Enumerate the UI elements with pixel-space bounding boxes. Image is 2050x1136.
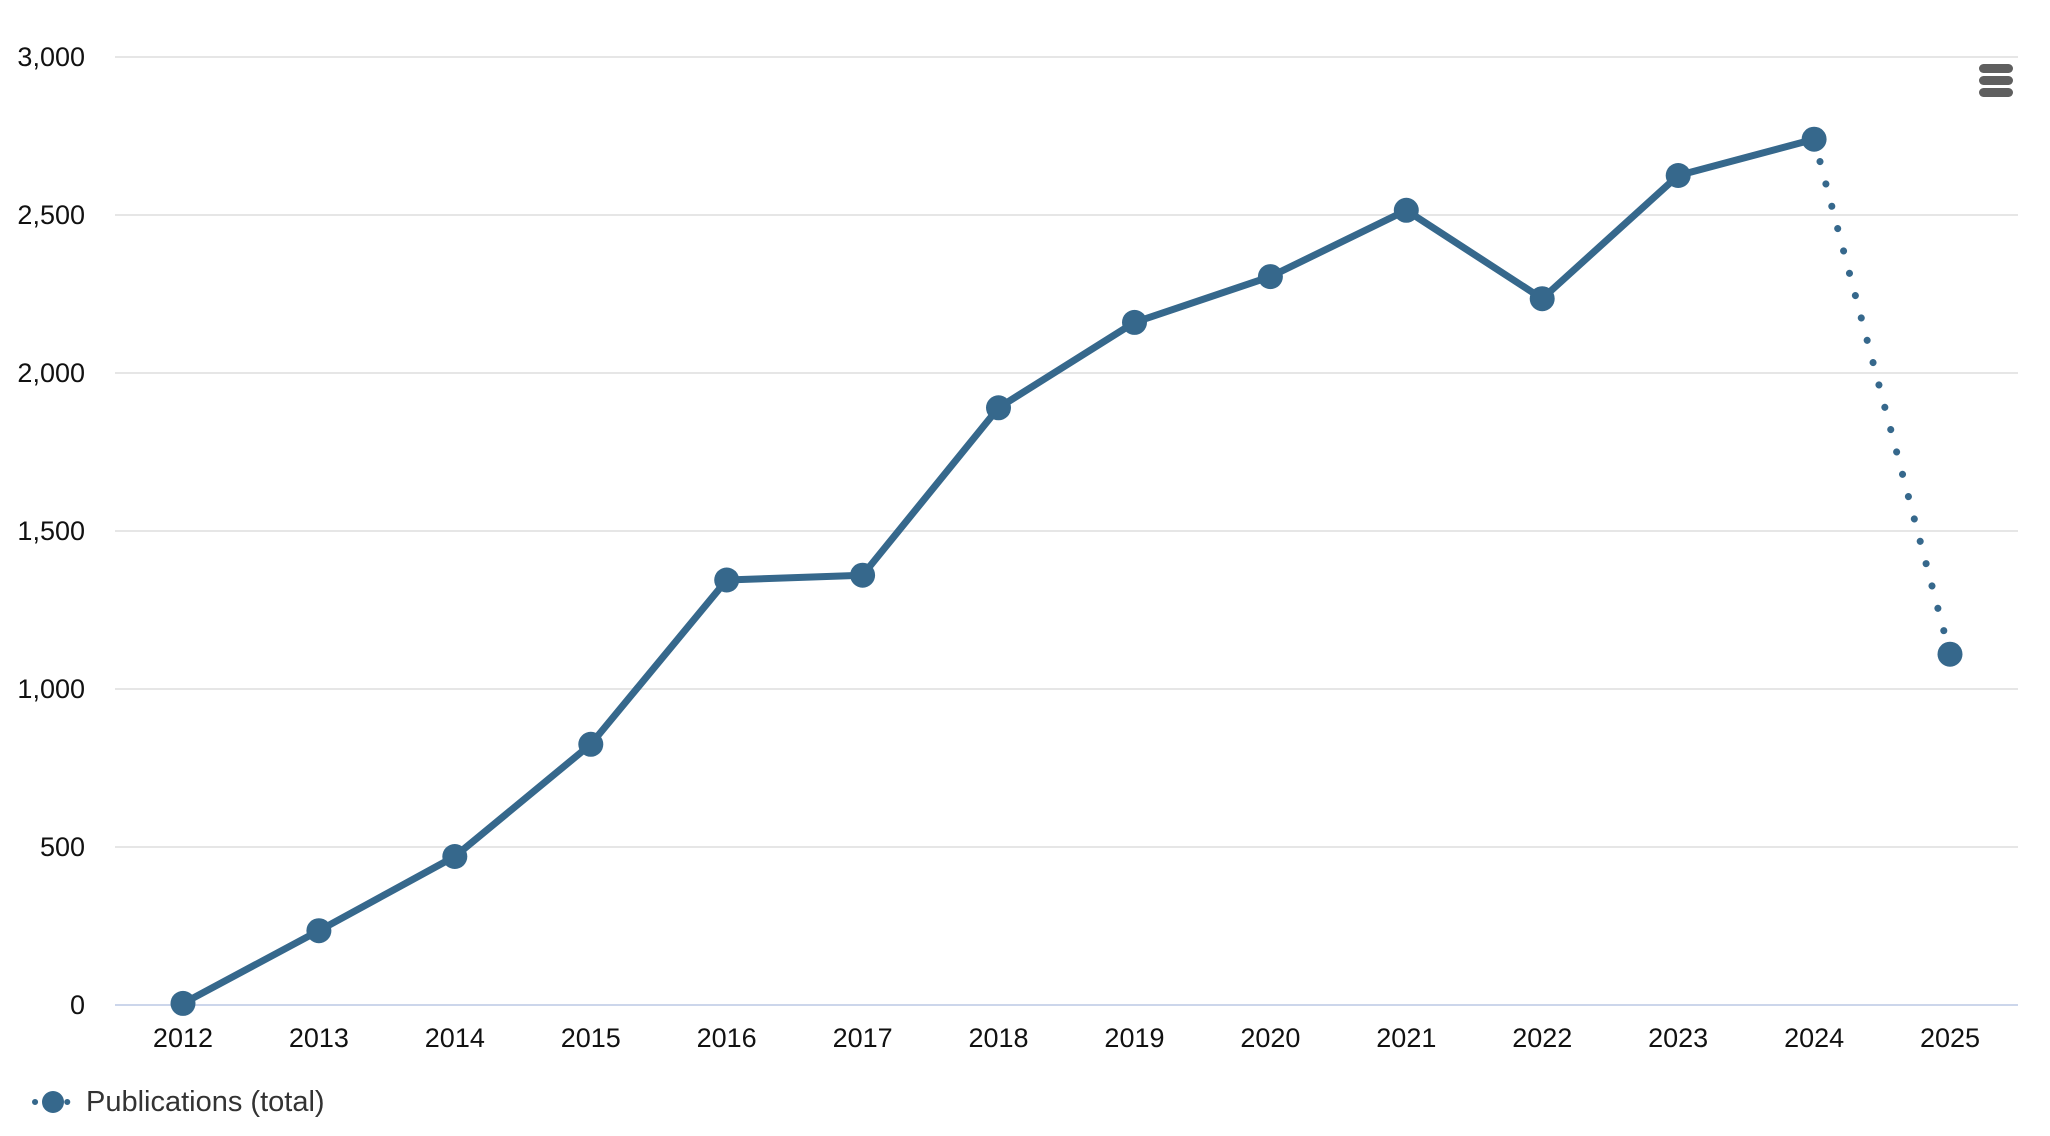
- x-axis-tick-label: 2021: [1376, 1023, 1436, 1053]
- y-axis-tick-label: 1,500: [17, 516, 85, 546]
- data-point-2018[interactable]: [986, 395, 1011, 421]
- hamburger-icon: [1979, 87, 2013, 97]
- y-axis-tick-label: 2,000: [17, 358, 85, 388]
- legend-item[interactable]: Publications (total): [32, 1084, 325, 1120]
- data-point-2019[interactable]: [1122, 309, 1147, 335]
- hamburger-icon: [1979, 63, 2013, 73]
- y-axis-tick-label: 2,500: [17, 200, 85, 230]
- data-point-2024[interactable]: [1801, 126, 1827, 152]
- data-point-2013[interactable]: [306, 918, 332, 944]
- x-axis-tick-label: 2012: [153, 1023, 213, 1053]
- series-line-projection-dotted: [1810, 135, 1954, 658]
- x-axis-tick-label: 2022: [1512, 1023, 1572, 1053]
- data-point-2025[interactable]: [1937, 641, 1963, 667]
- x-axis-tick-label: 2014: [425, 1023, 485, 1053]
- x-axis-tick-label: 2023: [1648, 1023, 1708, 1053]
- hamburger-icon: [1979, 75, 2013, 85]
- data-point-2017[interactable]: [850, 562, 876, 588]
- legend-label: Publications (total): [86, 1086, 325, 1118]
- line-chart-plot: 0 500 1,000 1,500 2,000 2,500 3,000 2012 2013 201…: [17, 42, 2018, 1053]
- data-point-2015[interactable]: [578, 731, 604, 757]
- x-axis-tick-label: 2013: [289, 1023, 349, 1053]
- series-line-solid: [179, 135, 1818, 1007]
- x-axis-tick-label: 2025: [1920, 1023, 1980, 1053]
- chart-context-menu-button[interactable]: [1972, 57, 2020, 103]
- data-point-2021[interactable]: [1393, 197, 1419, 223]
- x-axis-tick-label: 2015: [561, 1023, 621, 1053]
- legend-marker-icon: [32, 1091, 74, 1113]
- y-axis-tick-label: 1,000: [17, 674, 85, 704]
- y-axis-tick-label: 0: [70, 990, 85, 1020]
- x-axis-tick-label: 2019: [1104, 1023, 1164, 1053]
- x-axis-tick-label: 2018: [968, 1023, 1028, 1053]
- y-axis-tick-label: 500: [40, 832, 85, 862]
- x-axis-tick-label: 2016: [697, 1023, 757, 1053]
- x-axis-tick-label: 2020: [1240, 1023, 1300, 1053]
- data-point-2016[interactable]: [714, 567, 740, 593]
- data-point-2022[interactable]: [1529, 286, 1555, 312]
- data-point-2020[interactable]: [1257, 264, 1283, 290]
- data-point-2012[interactable]: [170, 990, 196, 1016]
- data-point-2023[interactable]: [1665, 163, 1691, 188]
- x-axis-tick-label: 2017: [833, 1023, 893, 1053]
- data-point-2014[interactable]: [442, 844, 468, 869]
- y-axis-tick-label: 3,000: [17, 42, 85, 72]
- x-axis-tick-label: 2024: [1784, 1023, 1844, 1053]
